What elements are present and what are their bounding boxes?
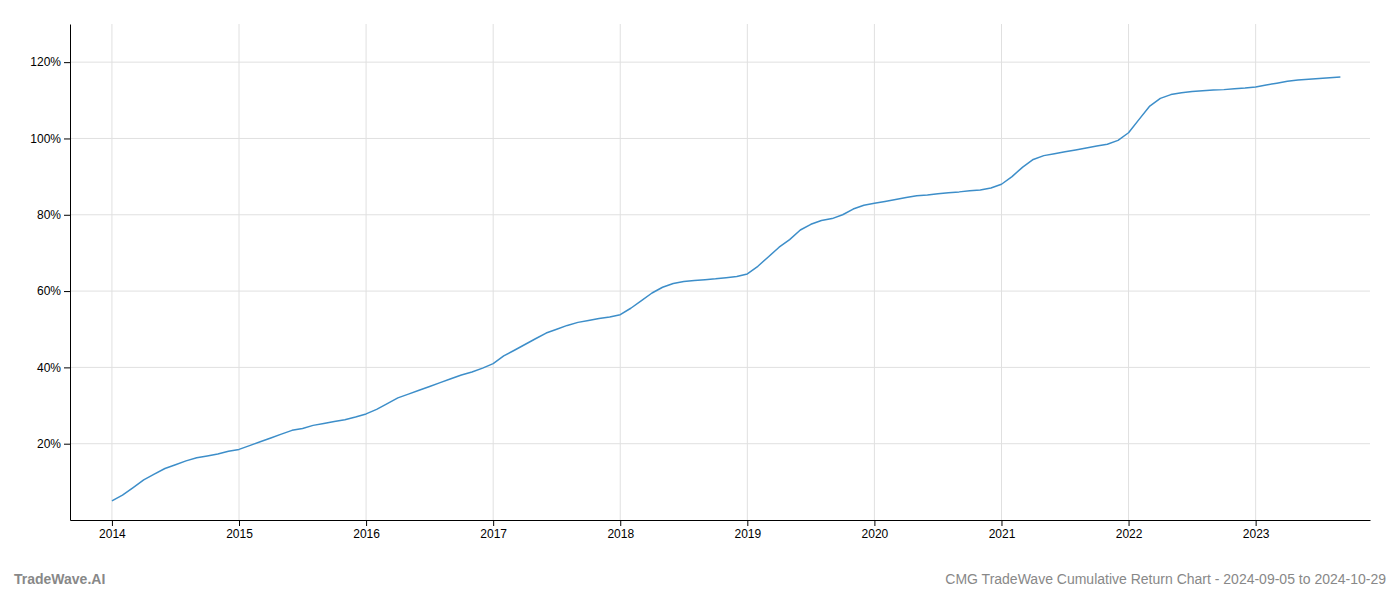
grid-line-x [1255,24,1256,520]
grid-line-y [70,291,1370,292]
x-tick-mark [112,520,113,526]
texts: TradeWave.AI CMG TradeWave Cumulative Ret… [14,571,1386,587]
title: CMG TradeWave Cumulative Return Chart - … [945,571,1386,587]
y-tick-label: 40% [37,361,61,375]
grid-line-y [70,214,1370,215]
y-axis-line [70,25,71,521]
grid-line-x [493,24,494,520]
x-tick-label: 2023 [1243,527,1270,541]
x-tick: 2021 [989,520,1016,541]
grid-line-x [747,24,748,520]
x-tick-label: 2014 [99,527,126,541]
x-tick-label: 2018 [607,527,634,541]
x-tick: 2016 [353,520,380,541]
x-tick-mark [366,520,367,526]
y-tick-label: 120% [30,55,61,69]
x-tick-label: 2019 [734,527,761,541]
x-tick: 2019 [734,520,761,541]
x-tick-label: 2021 [989,527,1016,541]
grid-line-x [1128,24,1129,520]
y-tick: 120% [30,55,70,69]
y-tick-mark [64,291,70,292]
y-axis: 20% 40% 60% 80% 100% 120% [30,25,70,521]
x-tick: 2015 [226,520,253,541]
y-tick-label: 80% [37,208,61,222]
x-tick-mark [1256,520,1257,526]
x-tick: 2020 [862,520,889,541]
x-tick-mark [874,520,875,526]
grid-line-x [111,24,112,520]
grid-line-y [70,138,1370,139]
x-tick-mark [239,520,240,526]
x-tick: 2023 [1243,520,1270,541]
y-tick: 40% [37,361,70,375]
x-tick-mark [747,520,748,526]
y-tick-mark [64,367,70,368]
grid-line-y [70,62,1370,63]
y-tick: 80% [37,208,70,222]
plot: 2014 2015 2016 2017 2018 2019 2020 2021 2022 2023… [30,24,1370,541]
y-tick-mark [64,215,70,216]
x-axis-line [71,520,1371,521]
grid [70,24,1370,520]
y-tick-label: 20% [37,437,61,451]
x-tick: 2017 [480,520,507,541]
y-tick-mark [64,62,70,63]
marks [112,77,1340,501]
chart-container: 2014 2015 2016 2017 2018 2019 2020 2021 2022 2023… [0,0,1400,600]
grid-line-y [70,367,1370,368]
y-tick-mark [64,444,70,445]
x-tick-label: 2016 [353,527,380,541]
chart-svg: 2014 2015 2016 2017 2018 2019 2020 2021 2022 2023… [0,0,1400,600]
y-tick-label: 100% [30,132,61,146]
grid-line-y [70,443,1370,444]
grid-line-x [1001,24,1002,520]
y-tick-mark [64,138,70,139]
line [112,77,1340,501]
y-tick: 20% [37,437,70,451]
x-tick-mark [1001,520,1002,526]
watermark: TradeWave.AI [14,571,105,587]
x-tick-label: 2020 [862,527,889,541]
x-tick: 2014 [99,520,126,541]
x-tick-label: 2017 [480,527,507,541]
x-tick-mark [620,520,621,526]
y-tick: 60% [37,284,70,298]
x-tick-label: 2015 [226,527,253,541]
grid-line-x [620,24,621,520]
x-tick-mark [1129,520,1130,526]
grid-line-x [366,24,367,520]
y-tick: 100% [30,132,70,146]
grid-line-x [239,24,240,520]
y-tick-label: 60% [37,284,61,298]
x-tick: 2018 [607,520,634,541]
x-tick-label: 2022 [1116,527,1143,541]
x-tick-mark [493,520,494,526]
x-axis: 2014 2015 2016 2017 2018 2019 2020 2021 2022 2023 [71,520,1371,541]
x-tick: 2022 [1116,520,1143,541]
grid-line-x [874,24,875,520]
